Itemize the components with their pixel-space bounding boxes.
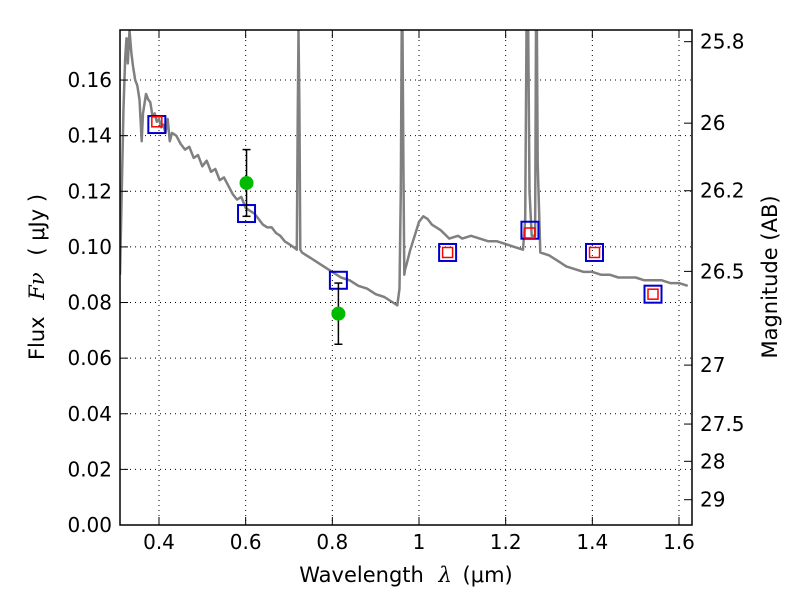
mag-tick-label: 27.5 [700, 412, 745, 436]
y-axis-label: Flux Fν ( μJy ) [25, 194, 49, 360]
mag-tick-label: 29 [700, 488, 725, 512]
mag-tick-label: 26 [700, 111, 725, 135]
mag-tick-label: 27 [700, 353, 725, 377]
axis-ticks: 0.4 0.6 0.8 1 1.2 1.4 1.6 0.00 0.02 0.04 0.06 0.08 0… [67, 30, 744, 554]
x-axis-label: Wavelength λ (μm) [299, 563, 512, 587]
observed-photometry-marker [588, 246, 601, 259]
observed-detection-point [331, 306, 346, 321]
y-tick-label: 0.16 [67, 68, 112, 92]
x-tick-label: 1 [413, 530, 426, 554]
plot-frame [119, 29, 693, 526]
observed-detection-point [239, 175, 254, 190]
observed-photometry-marker [647, 288, 659, 300]
y-tick-label: 0.14 [67, 124, 112, 148]
x-tick-label: 0.8 [316, 530, 348, 554]
y-tick-label: 0.10 [67, 235, 112, 259]
model-photometry-marker [643, 284, 663, 304]
model-photometry-marker [438, 242, 458, 262]
x-tick-label: 1.2 [490, 530, 522, 554]
observed-photometry-marker [441, 246, 454, 259]
observed-photometry-marker [524, 227, 536, 239]
y-tick-label: 0.00 [67, 513, 112, 537]
mag-tick-label: 25.8 [700, 30, 745, 54]
grid-lines [120, 30, 692, 525]
mag-tick-label: 28 [700, 449, 725, 473]
y2-axis-label: Magnitude (AB) [758, 195, 782, 358]
y-tick-label: 0.04 [67, 402, 112, 426]
mag-tick-label: 26.2 [700, 179, 745, 203]
y-tick-label: 0.02 [67, 457, 112, 481]
x-tick-label: 0.4 [143, 530, 175, 554]
y-tick-label: 0.06 [67, 346, 112, 370]
sed-model-line [120, 30, 689, 307]
mag-tick-label: 26.5 [700, 259, 745, 283]
observed-photometry-marker [151, 116, 163, 128]
y-tick-label: 0.12 [67, 179, 112, 203]
x-tick-label: 1.4 [576, 530, 608, 554]
plot-area [120, 30, 689, 345]
x-tick-label: 1.6 [663, 530, 695, 554]
data-layer [120, 30, 689, 345]
y-tick-label: 0.08 [67, 291, 112, 315]
x-tick-label: 0.6 [230, 530, 262, 554]
model-photometry-marker [585, 242, 604, 262]
